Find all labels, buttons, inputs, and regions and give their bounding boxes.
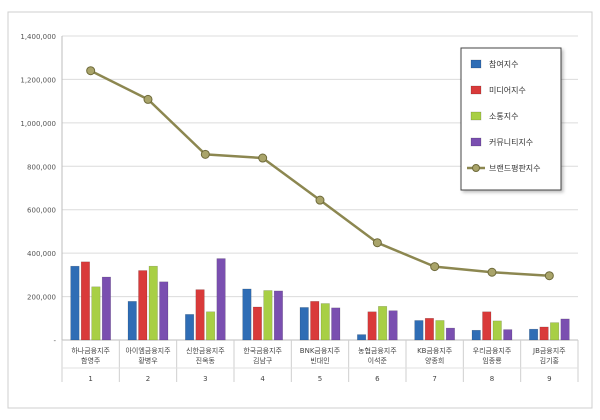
- y-tick-label: 600,000: [27, 207, 56, 215]
- legend-swatch: [470, 59, 482, 69]
- y-tick-label: 200,000: [27, 294, 56, 302]
- category-name-label: 한국금융지주: [243, 346, 282, 355]
- bar-커뮤니티지수-3: [273, 290, 283, 341]
- bar-커뮤니티지수-0: [101, 276, 111, 341]
- bar-소통지수-2: [206, 311, 216, 341]
- category-name-label: JB금융지주: [532, 346, 566, 355]
- bar-미디어지수-4: [310, 301, 320, 341]
- point-브랜드평판지수-6: [430, 262, 440, 272]
- category-person-label: 이석준: [368, 356, 388, 365]
- bar-미디어지수-5: [367, 311, 377, 341]
- bar-참여지수-1: [127, 301, 137, 341]
- bar-소통지수-3: [263, 290, 273, 341]
- bar-소통지수-4: [320, 303, 330, 341]
- legend-label: 브랜드평판지수: [489, 163, 541, 173]
- legend-label: 커뮤니티지수: [489, 137, 533, 147]
- y-tick-label: -: [53, 337, 56, 345]
- point-브랜드평판지수-2: [200, 149, 210, 159]
- legend-item-브랜드평판지수: 브랜드평판지수: [467, 163, 541, 173]
- bar-미디어지수-8: [539, 326, 549, 341]
- y-tick-label: 1,400,000: [20, 33, 56, 41]
- legend-item-소통지수: 소통지수: [470, 111, 518, 121]
- bar-미디어지수-1: [138, 270, 148, 341]
- legend-label: 소통지수: [489, 112, 518, 121]
- bar-미디어지수-0: [80, 261, 90, 341]
- category-rank-label: 5: [318, 375, 322, 383]
- bar-소통지수-7: [492, 320, 502, 341]
- category-name-label: 아이엠금융지주: [125, 346, 171, 355]
- category-rank-label: 7: [432, 375, 436, 383]
- bar-미디어지수-2: [195, 289, 205, 341]
- category-name-label: KB금융지주: [417, 346, 453, 355]
- legend-swatch: [470, 111, 482, 121]
- bar-소통지수-5: [378, 306, 388, 341]
- bar-커뮤니티지수-1: [159, 281, 169, 341]
- category-person-label: 빈대인: [310, 356, 329, 365]
- point-브랜드평판지수-5: [372, 238, 382, 248]
- category-person-label: 김남구: [253, 356, 273, 365]
- category-name-label: 하나금융지주: [71, 346, 110, 355]
- category-person-label: 진옥동: [196, 356, 216, 365]
- category-name-label: 농협금융지주: [358, 346, 397, 355]
- legend-label: 미디어지수: [489, 85, 526, 95]
- bar-참여지수-3: [242, 288, 252, 341]
- bar-커뮤니티지수-2: [216, 258, 226, 341]
- category-name-label: 우리금융지주: [473, 346, 512, 355]
- bar-참여지수-4: [299, 307, 309, 341]
- bar-미디어지수-7: [482, 311, 492, 341]
- bar-커뮤니티지수-6: [445, 327, 455, 341]
- bar-참여지수-8: [529, 328, 539, 341]
- bar-참여지수-6: [414, 320, 424, 341]
- y-tick-label: 1,200,000: [20, 76, 56, 84]
- category-person-label: 함영주: [81, 356, 101, 365]
- category-rank-label: 2: [146, 375, 150, 383]
- bar-참여지수-0: [70, 265, 80, 341]
- bar-커뮤니티지수-8: [560, 318, 570, 341]
- category-rank-label: 4: [260, 375, 265, 383]
- legend-swatch: [470, 137, 482, 147]
- category-person-label: 김기홍: [540, 356, 560, 365]
- bar-커뮤니티지수-7: [503, 329, 513, 341]
- category-person-label: 임종룡: [482, 357, 502, 365]
- category-name-label: BNK금융지주: [300, 346, 341, 355]
- point-브랜드평판지수-4: [315, 195, 325, 205]
- point-브랜드평판지수-7: [487, 267, 497, 277]
- point-브랜드평판지수-3: [258, 153, 268, 163]
- bar-소통지수-1: [148, 265, 158, 341]
- category-rank-label: 9: [547, 375, 551, 383]
- category-person-label: 양종희: [425, 356, 444, 365]
- legend-item-커뮤니티지수: 커뮤니티지수: [470, 137, 533, 147]
- category-rank-label: 3: [203, 375, 207, 383]
- legend-marker: [472, 164, 480, 172]
- category-rank-label: 1: [88, 375, 92, 383]
- y-tick-label: 800,000: [27, 163, 56, 171]
- bar-커뮤니티지수-5: [388, 310, 398, 341]
- bar-소통지수-8: [550, 322, 560, 341]
- bar-참여지수-2: [185, 314, 195, 341]
- legend-item-참여지수: 참여지수: [470, 59, 518, 69]
- y-tick-label: 400,000: [27, 250, 56, 258]
- category-rank-label: 8: [490, 375, 494, 383]
- category-rank-label: 6: [375, 375, 380, 383]
- category-person-label: 황병우: [138, 356, 158, 365]
- bar-참여지수-5: [357, 334, 367, 341]
- bar-미디어지수-3: [252, 306, 262, 341]
- bar-커뮤니티지수-4: [331, 307, 341, 341]
- legend-swatch: [470, 85, 482, 95]
- legend-label: 참여지수: [489, 59, 518, 69]
- bar-미디어지수-6: [424, 318, 434, 341]
- bar-소통지수-6: [435, 320, 445, 341]
- legend-item-미디어지수: 미디어지수: [470, 85, 526, 95]
- point-브랜드평판지수-8: [544, 271, 554, 281]
- category-name-label: 신한금융지주: [186, 346, 225, 355]
- point-브랜드평판지수-0: [86, 66, 96, 76]
- bar-참여지수-7: [471, 329, 481, 341]
- point-브랜드평판지수-1: [143, 94, 153, 104]
- bar-소통지수-0: [91, 286, 101, 341]
- y-tick-label: 1,000,000: [20, 120, 56, 128]
